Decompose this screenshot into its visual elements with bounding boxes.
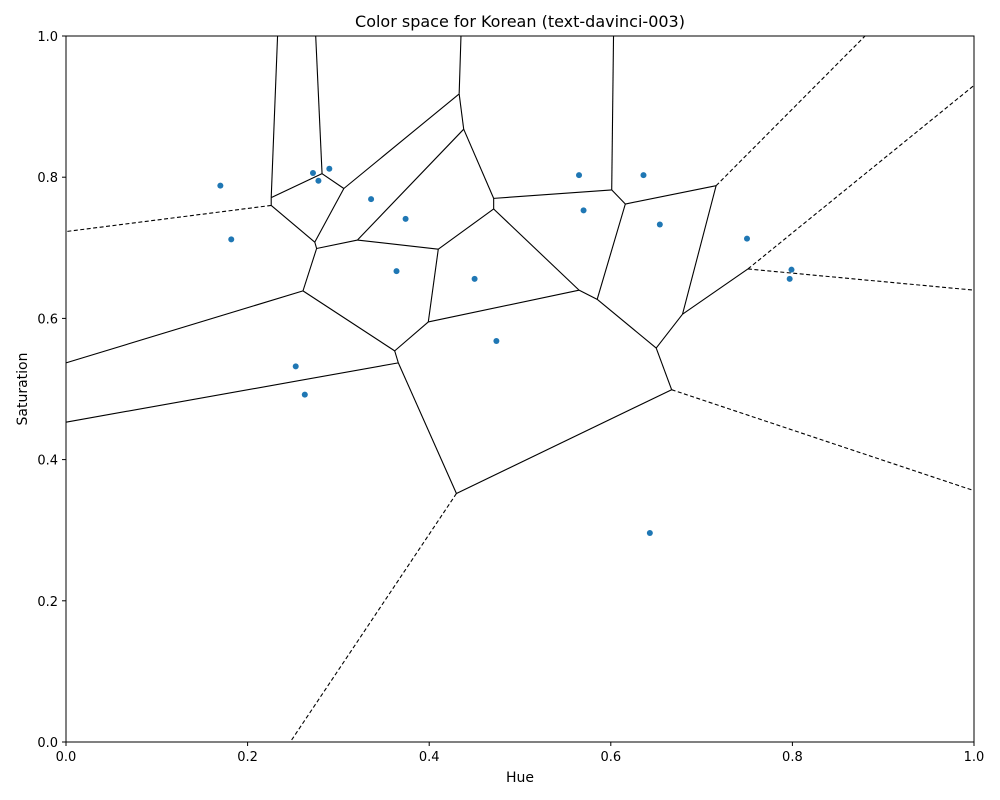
x-tick-label-5: 1.0 <box>964 750 985 765</box>
x-tick-label-0: 0.0 <box>56 750 77 765</box>
voronoi-edge-5 <box>321 173 345 189</box>
voronoi-edge-9 <box>316 239 358 250</box>
data-point-19 <box>646 530 653 537</box>
data-point-7 <box>393 268 400 275</box>
voronoi-edge-15 <box>463 128 495 199</box>
y-tick-label-3: 0.6 <box>37 312 58 327</box>
data-point-8 <box>471 275 478 282</box>
data-point-11 <box>301 391 308 398</box>
voronoi-edge-21 <box>428 289 580 323</box>
voronoi-edge-27 <box>578 289 598 300</box>
x-axis-label: Hue <box>506 770 534 786</box>
data-point-4 <box>326 165 333 172</box>
x-tick-label-1: 0.2 <box>237 750 258 765</box>
voronoi-edge-26 <box>596 203 626 300</box>
voronoi-edge-28 <box>596 298 657 349</box>
voronoi-edge-2 <box>270 173 323 199</box>
x-tick-label-4: 0.8 <box>782 750 803 765</box>
x-axis: 0.0 0.2 0.4 0.6 0.8 1.0 <box>56 742 985 765</box>
data-point-0 <box>217 182 224 189</box>
voronoi-edge-33 <box>456 389 672 494</box>
voronoi-edge-4 <box>270 205 316 243</box>
chart-title: Color space for Korean (text-davinci-003… <box>355 12 685 31</box>
voronoi-edge-dashed-3 <box>747 268 975 291</box>
y-tick-label-0: 0.0 <box>37 736 58 751</box>
data-point-17 <box>786 275 793 282</box>
voronoi-edge-23 <box>611 35 615 190</box>
data-point-6 <box>402 215 409 222</box>
voronoi-edge-37 <box>302 290 395 352</box>
voronoi-edge-14 <box>458 93 465 130</box>
voronoi-edge-36 <box>65 362 399 423</box>
y-axis-label: Saturation <box>15 353 31 426</box>
voronoi-edge-dashed-2 <box>747 84 975 270</box>
voronoi-edge-11 <box>357 128 465 241</box>
voronoi-edge-17 <box>493 189 612 199</box>
voronoi-edge-29 <box>681 185 717 315</box>
data-point-12 <box>576 172 583 179</box>
data-point-9 <box>493 337 500 344</box>
data-point-2 <box>309 169 316 176</box>
data-point-13 <box>580 207 587 214</box>
data-point-15 <box>656 221 663 228</box>
voronoi-edge-8 <box>314 242 318 249</box>
voronoi-edge-22 <box>394 321 429 352</box>
data-point-1 <box>228 236 235 243</box>
plot-frame <box>65 35 975 743</box>
voronoi-edge-0 <box>270 35 279 198</box>
y-tick-label-4: 0.8 <box>37 171 58 186</box>
y-tick-label-5: 1.0 <box>37 30 58 45</box>
voronoi-edge-20 <box>427 249 439 323</box>
y-tick-label-2: 0.4 <box>37 454 58 469</box>
voronoi-edge-30 <box>682 268 749 315</box>
voronoi-edge-7 <box>314 188 345 243</box>
voronoi-edge-34 <box>397 362 457 494</box>
voronoi-edge-13 <box>458 35 462 94</box>
voronoi-edge-19 <box>493 208 580 291</box>
voronoi-edge-12 <box>357 239 439 250</box>
data-point-16 <box>744 235 750 242</box>
voronoi-edge-dashed-4 <box>671 389 975 492</box>
voronoi-edge-24 <box>611 189 626 205</box>
y-axis: 0.0 0.2 0.4 0.6 0.8 1.0 <box>37 30 66 751</box>
data-point-5 <box>368 196 375 203</box>
voronoi-edge-6 <box>343 93 460 189</box>
points-layer <box>217 165 795 537</box>
voronoi-edge-38 <box>65 290 304 364</box>
data-point-14 <box>640 172 647 179</box>
data-point-18 <box>788 266 795 273</box>
data-point-3 <box>315 177 322 184</box>
x-tick-label-3: 0.6 <box>600 750 621 765</box>
voronoi-edge-25 <box>625 185 717 205</box>
x-tick-label-2: 0.4 <box>419 750 440 765</box>
voronoi-edge-dashed-1 <box>715 35 866 187</box>
y-tick-label-1: 0.2 <box>37 595 58 610</box>
data-point-10 <box>292 363 299 370</box>
voronoi-edge-31 <box>655 313 683 349</box>
voronoi-edge-dashed-5 <box>289 493 457 743</box>
voronoi-edge-1 <box>315 35 323 174</box>
voronoi-edge-32 <box>655 347 673 390</box>
edges-layer <box>65 35 975 743</box>
voronoi-edge-10 <box>302 248 318 292</box>
voronoi-edge-18 <box>437 208 494 250</box>
voronoi-edge-dashed-0 <box>65 204 272 233</box>
voronoi-edge-35 <box>394 350 399 364</box>
